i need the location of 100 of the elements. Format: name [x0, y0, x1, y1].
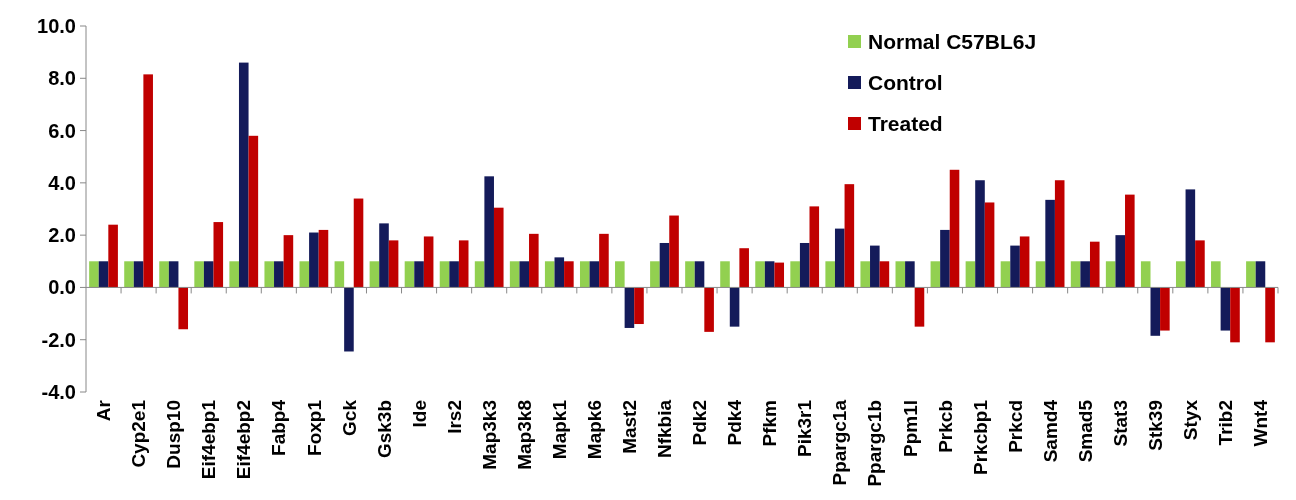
x-tick-label: Wnt4 — [1250, 399, 1272, 447]
bar — [729, 287, 740, 327]
bar — [554, 257, 565, 288]
bar — [353, 198, 364, 288]
bar — [1211, 261, 1221, 288]
legend-label: Normal C57BL6J — [868, 30, 1037, 54]
bar — [519, 261, 530, 288]
x-tick-label: Trib2 — [1215, 400, 1237, 446]
bar — [229, 261, 239, 288]
x-tick-label: Pik3r1 — [794, 399, 816, 458]
bar — [168, 261, 179, 288]
bar — [1054, 180, 1065, 288]
bar — [624, 287, 635, 328]
bar — [895, 261, 906, 288]
bar — [194, 261, 204, 288]
bar — [940, 229, 950, 288]
bar — [388, 240, 399, 288]
bar — [213, 222, 224, 288]
bar — [133, 261, 144, 288]
bar — [739, 248, 749, 288]
x-tick-label: Stk39 — [1144, 400, 1166, 451]
bar — [1010, 245, 1020, 288]
x-tick-label: Styx — [1180, 399, 1201, 441]
bar — [870, 245, 880, 288]
bar — [1019, 236, 1030, 288]
bar — [1115, 235, 1126, 288]
bar — [283, 235, 294, 288]
bar — [564, 261, 574, 288]
x-tick-label: Mapk6 — [584, 400, 605, 460]
x-tick-label: Cyp2e1 — [128, 399, 150, 468]
bar — [755, 261, 765, 288]
y-tick-label: 10.0 — [37, 15, 76, 37]
bar — [809, 206, 820, 288]
bar — [458, 240, 469, 288]
bar — [965, 261, 976, 288]
bar — [1195, 240, 1205, 288]
x-tick-label: Ppm1l — [899, 400, 921, 458]
x-tick-label: Pfkm — [759, 400, 781, 447]
bar — [369, 261, 380, 288]
bar — [474, 261, 485, 288]
bar — [650, 261, 660, 288]
bar — [914, 287, 925, 327]
bar — [685, 261, 695, 288]
bar — [1140, 261, 1151, 288]
bar — [89, 261, 99, 288]
bar — [704, 287, 714, 332]
bar — [720, 261, 730, 288]
bar — [124, 261, 134, 288]
bar — [238, 62, 249, 288]
bar — [379, 223, 389, 288]
bar — [984, 202, 995, 288]
y-tick-label: 2.0 — [48, 224, 76, 247]
y-tick-label: 4.0 — [48, 171, 76, 194]
x-tick-label: Prkcb — [934, 400, 956, 453]
x-tick-label: Prkcbp1 — [969, 399, 991, 475]
bar — [509, 261, 520, 288]
bar — [930, 261, 941, 288]
x-tick-label: Ar — [93, 399, 115, 422]
bar — [1230, 287, 1240, 343]
y-tick-label: -2.0 — [41, 328, 76, 351]
bar — [694, 261, 705, 288]
bar — [299, 261, 310, 288]
y-tick-label: -4.0 — [41, 381, 76, 403]
bar — [439, 261, 450, 288]
x-tick-label: Mapk1 — [548, 399, 570, 460]
x-tick-label: Eif4ebp2 — [233, 400, 255, 480]
bar — [615, 261, 625, 288]
bar — [274, 261, 284, 288]
bar — [484, 176, 494, 288]
bar — [879, 261, 890, 288]
bar — [1070, 261, 1081, 288]
bar — [825, 261, 835, 288]
x-tick-label: Gsk3b — [373, 400, 395, 459]
bar — [860, 261, 871, 288]
x-tick-label: Stat3 — [1109, 400, 1131, 447]
x-tick-label: Map3k8 — [513, 400, 535, 470]
x-tick-label: Mast2 — [619, 400, 641, 454]
x-tick-label: Ppargc1b — [864, 400, 886, 487]
bar — [423, 236, 434, 288]
bar — [834, 228, 845, 288]
bar — [1080, 261, 1090, 288]
bar — [599, 233, 609, 288]
x-tick-label: Map3k3 — [478, 400, 500, 470]
bar — [334, 261, 345, 288]
bar — [949, 169, 960, 288]
bar — [579, 261, 590, 288]
bar — [1160, 287, 1170, 331]
y-tick-label: 8.0 — [48, 67, 76, 90]
bar — [634, 287, 644, 325]
bar — [764, 261, 775, 288]
bar — [1220, 287, 1231, 331]
x-tick-label: Nfkbia — [654, 399, 676, 459]
bar — [1125, 194, 1135, 288]
x-tick-label: Pdk4 — [724, 399, 746, 446]
x-tick-label: Samd4 — [1039, 399, 1061, 463]
x-tick-label: Gck — [338, 399, 360, 436]
bar — [493, 207, 504, 288]
x-tick-label: Pdk2 — [689, 400, 711, 446]
bar — [449, 261, 459, 288]
bar — [178, 287, 189, 330]
